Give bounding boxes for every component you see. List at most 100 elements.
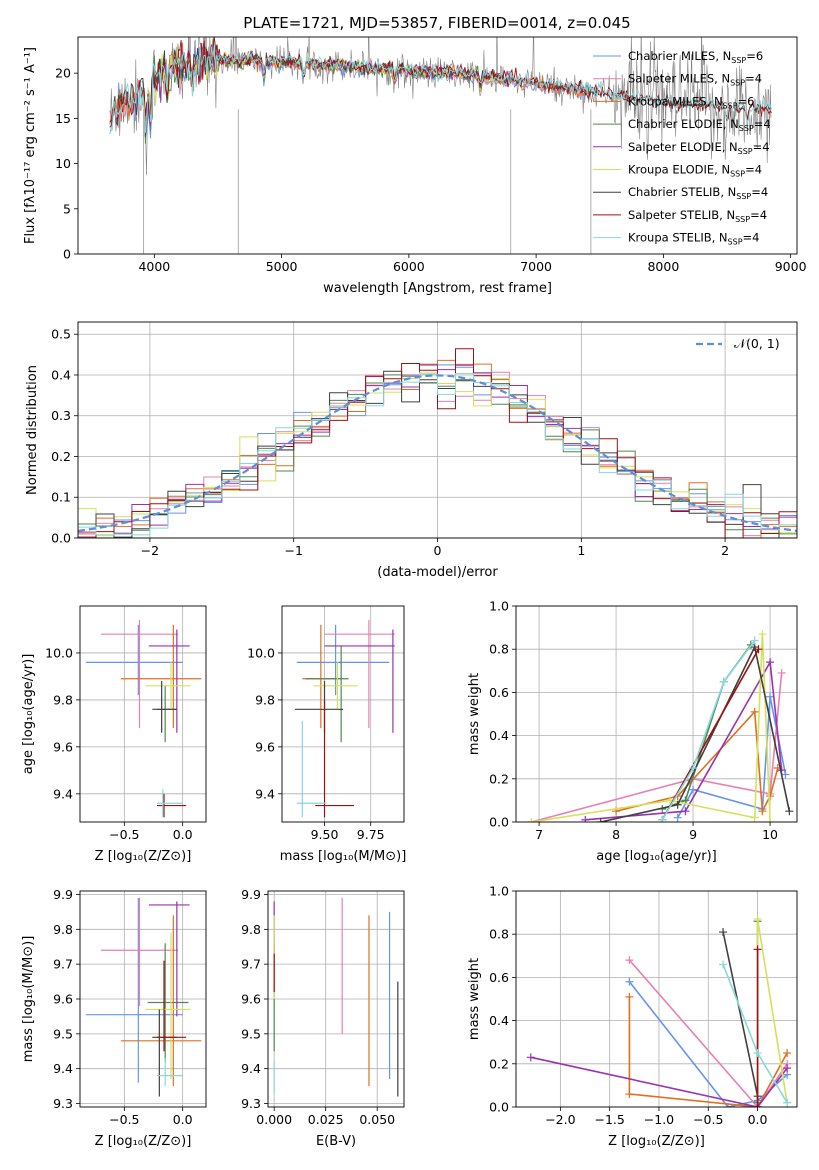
y-tick-label: 10.0 (45, 645, 73, 660)
legend-entry-cm: Chabrier MILES, NSSP=6 (628, 49, 763, 65)
x-tick-label: 0.050 (359, 1112, 395, 1127)
legend-entry-ke: Kroupa ELODIE, NSSP=4 (628, 163, 762, 179)
y-tick-label: 0 (63, 247, 71, 262)
weight-line-ks (661, 640, 756, 821)
weight-point-ke (758, 630, 767, 639)
y-tick-label: 0.4 (489, 728, 509, 743)
weight-point-cm (673, 813, 682, 822)
weight-point-ks (753, 1049, 762, 1057)
y-tick-label: 20 (55, 66, 71, 81)
x-tick-label: 8 (612, 827, 620, 842)
y-tick-label: 0.5 (51, 327, 71, 342)
weight-line-sm (628, 959, 788, 1107)
y-axis-label: mass weight (467, 958, 482, 1040)
y-tick-label: 9.9 (53, 887, 73, 902)
y-tick-label: 0.3 (51, 408, 71, 423)
plot-area-z-mass (85, 897, 202, 1097)
weight-point-ss (753, 945, 762, 954)
x-tick-label: 9000 (775, 259, 807, 274)
y-tick-label: 0.1 (51, 490, 71, 505)
x-axis-label: Z [log₁₀(Z/Z⊙)] (608, 1134, 705, 1149)
y-tick-label: 0.4 (489, 1013, 509, 1028)
y-tick-label: 0.6 (489, 970, 509, 985)
y-tick-label: 0.8 (489, 927, 509, 942)
x-axis-label: age [log₁₀(age/yr)] (596, 849, 717, 864)
weight-point-ks (783, 1098, 792, 1107)
plot-area-z-age (85, 620, 202, 818)
x-axis-label: mass [log₁₀(M/M⊙)] (280, 849, 407, 864)
x-tick-label: −1 (284, 543, 302, 558)
legend-entry-ce: Chabrier ELODIE, NSSP=4 (628, 117, 771, 133)
legend-entry-normal: 𝒩(0, 1) (734, 336, 780, 351)
x-tick-label: 0.0 (748, 1112, 768, 1127)
x-tick-label: 9 (689, 827, 697, 842)
x-tick-label: 0.0 (173, 827, 193, 842)
panel-residuals: −2 −1 0 1 2 0.0 0.1 0.2 0.3 0.4 0.5 (data-model)/er… (25, 321, 798, 580)
x-tick-label: 0.000 (256, 1112, 292, 1127)
weight-point-km (766, 792, 775, 801)
axes-frame (267, 890, 405, 1108)
y-tick-label: 9.5 (53, 1026, 73, 1041)
weight-point-ss (754, 645, 763, 654)
y-tick-label: 9.3 (53, 1096, 73, 1111)
y-tick-label: 9.4 (255, 786, 275, 801)
axes-frame (515, 605, 798, 823)
y-tick-label: 0.8 (489, 642, 509, 657)
x-tick-label: 4000 (138, 259, 170, 274)
weight-line-se (585, 659, 783, 821)
y-tick-label: 0.6 (489, 685, 509, 700)
y-axis-label: Flux [fλ10⁻¹⁷ erg cm⁻² s⁻¹ A⁻¹] (23, 47, 38, 244)
panel-age-weight: 7 8 9 10 0.0 0.2 0.4 0.6 0.8 1.0 age [log₁₀(age/yr… (467, 599, 798, 864)
y-tick-label: 0.0 (51, 531, 71, 546)
model-spectrum-ks (109, 46, 772, 134)
plot-area-mass-age (294, 620, 395, 818)
plot-area-residuals (78, 348, 797, 538)
weight-point-ke (527, 818, 536, 822)
weight-point-cm (766, 692, 775, 701)
y-tick-label: 0.2 (489, 771, 509, 786)
x-tick-label: −1.5 (594, 1112, 624, 1127)
weight-point-km (750, 707, 759, 716)
weight-point-ks (719, 960, 728, 969)
spectrum-legend: Chabrier MILES, NSSP=6 Salpeter MILES, NS… (593, 49, 771, 247)
legend-entry-sm: Salpeter MILES, NSSP=4 (628, 72, 762, 88)
x-tick-label: 1 (577, 543, 585, 558)
x-tick-label: −2.0 (545, 1112, 575, 1127)
weight-point-km (625, 992, 634, 1001)
axes-frame (79, 605, 207, 823)
plot-area-ebv-mass (273, 897, 399, 1097)
y-tick-label: 0.0 (489, 815, 509, 830)
y-tick-label: 0.2 (51, 449, 71, 464)
legend-entry-ks: Kroupa STELIB, NSSP=4 (628, 231, 759, 247)
axes-frame (515, 890, 798, 1108)
weight-line-ce (662, 644, 752, 810)
legend-entry-cs: Chabrier STELIB, NSSP=4 (628, 185, 768, 201)
y-tick-label: 10 (55, 156, 71, 171)
plot-area-age-weight (527, 630, 794, 822)
weight-point-sm (625, 956, 634, 965)
legend-entry-se: Salpeter ELODIE, NSSP=4 (628, 140, 770, 156)
weight-point-cs (719, 928, 728, 937)
weight-point-se (526, 1053, 535, 1062)
y-tick-label: 9.7 (53, 957, 73, 972)
x-axis-label: Z [log₁₀(Z/Z⊙)] (95, 849, 192, 864)
y-tick-label: 9.6 (255, 739, 275, 754)
weight-line-km (615, 709, 779, 815)
x-axis-label: Z [log₁₀(Z/Z⊙)] (95, 1134, 192, 1149)
weight-point-km (625, 1090, 634, 1099)
weight-point-se (783, 1064, 792, 1073)
weight-point-ke (750, 813, 759, 822)
x-tick-label: 9.50 (311, 827, 339, 842)
y-axis-label: mass weight (467, 673, 482, 755)
weight-point-cm (625, 977, 634, 986)
weight-point-cs (673, 800, 682, 809)
weight-line-km (628, 996, 788, 1107)
normal-distribution-line (78, 374, 797, 532)
histogram-ks (78, 373, 797, 536)
y-tick-label: 9.8 (53, 922, 73, 937)
x-tick-label: −0.5 (109, 1112, 139, 1127)
axes-frame (79, 890, 207, 1108)
legend-entry-km: Kroupa MILES, NSSP=6 (628, 94, 754, 110)
y-axis-label: age [log₁₀(age/yr)] (21, 654, 36, 775)
